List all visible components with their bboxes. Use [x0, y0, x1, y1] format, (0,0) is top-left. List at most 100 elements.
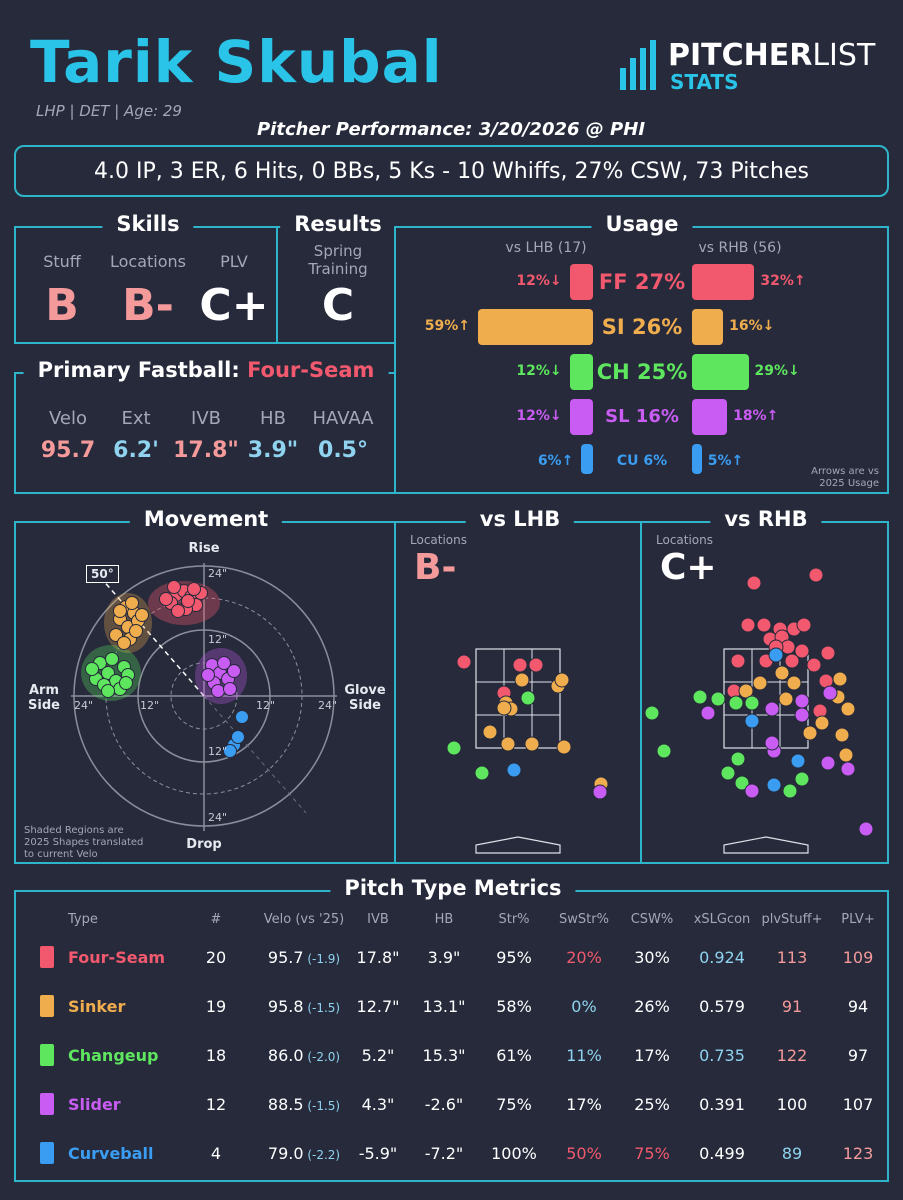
- movement-dot-changeup: [105, 652, 119, 666]
- metrics-count: 12: [205, 1095, 227, 1114]
- summary-box: 4.0 IP, 3 ER, 6 Hits, 0 BBs, 5 Ks - 10 W…: [14, 145, 889, 197]
- rhb-dot-slider: [700, 705, 716, 721]
- rhb-dot-slider: [794, 707, 810, 723]
- usage-pct-rhb-sinker: 16%↓: [729, 318, 775, 334]
- movement-dot-slider: [201, 668, 215, 682]
- drop-label: Drop: [186, 837, 222, 852]
- usage-bar-lhb-sinker: [478, 309, 593, 345]
- fastball-panel: Primary Fastball: Four-Seam Velo Ext IVB…: [14, 358, 396, 494]
- rhb-dot-changeup: [728, 695, 744, 711]
- metrics-hb: -7.2": [424, 1144, 464, 1163]
- rhb-dot-four_seam: [796, 617, 812, 633]
- metrics-hb: 13.1": [422, 997, 466, 1016]
- movement-plot: [71, 563, 337, 831]
- ring-label-right-12: 12": [256, 699, 276, 712]
- hb-value: 3.9": [247, 438, 299, 463]
- metrics-type: Four-Seam: [68, 948, 166, 967]
- fastball-title-label: Primary Fastball:: [37, 358, 240, 382]
- metrics-velo: 86.0 (-2.0): [268, 1046, 340, 1065]
- movement-title: Movement: [129, 507, 283, 531]
- metrics-plv: 94: [847, 997, 869, 1016]
- rhb-dot-slider: [794, 693, 810, 709]
- metrics-swatch-sinker: [40, 995, 54, 1017]
- skills-panel: Skills Stuff Locations PLV B B- C+: [14, 212, 278, 344]
- metrics-hb: -2.6": [424, 1095, 464, 1114]
- usage-bar-lhb-four_seam: [569, 264, 593, 300]
- rhb-dot-four_seam: [756, 617, 772, 633]
- metrics-csw: 26%: [634, 997, 670, 1016]
- metrics-swatch-changeup: [40, 1044, 54, 1066]
- usage-pct-lhb-four_seam: 12%↓: [516, 273, 562, 289]
- ring-label-top-12: 12": [208, 633, 228, 646]
- skills-title: Skills: [102, 212, 194, 236]
- movement-dot-changeup: [119, 676, 133, 690]
- lhb-dot-sinker: [514, 672, 530, 688]
- locations-grade: B-: [122, 280, 174, 331]
- rhb-dot-curveball: [744, 713, 760, 729]
- lhb-dot-sinker: [482, 724, 498, 740]
- metrics-swstr: 17%: [566, 1095, 602, 1114]
- metrics-stuff: 89: [781, 1144, 803, 1163]
- metrics-header: Type: [68, 912, 98, 927]
- rhb-dot-curveball: [766, 777, 782, 793]
- metrics-plv: 109: [842, 948, 874, 967]
- metrics-velo-value: 95.7: [267, 948, 304, 967]
- ring-label-bottom-12: 12": [208, 745, 228, 758]
- metrics-stuff: 100: [776, 1095, 808, 1114]
- arm-angle-label: 50°: [86, 565, 119, 583]
- metrics-velo-value: 86.0: [267, 1046, 304, 1065]
- rhb-dot-changeup: [720, 765, 736, 781]
- rhb-dot-four_seam: [806, 657, 822, 673]
- metrics-str: 58%: [496, 997, 532, 1016]
- rhb-dot-changeup: [644, 705, 660, 721]
- movement-dot-four_seam: [187, 582, 201, 596]
- metrics-header: SwStr%: [559, 912, 609, 927]
- rhb-dot-sinker: [778, 691, 794, 707]
- rhb-dot-slider: [764, 701, 780, 717]
- rhb-dot-sinker: [738, 683, 754, 699]
- vs-rhb-locations-label: Locations: [656, 533, 714, 547]
- pitcherlist-logo: PITCHERLIST STATS: [618, 38, 883, 96]
- usage-panel: Usage vs LHB (17) vs RHB (56) Arrows are…: [394, 212, 889, 494]
- usage-note: Arrows are vs 2025 Usage: [811, 466, 879, 489]
- metrics-csw: 30%: [634, 948, 670, 967]
- usage-rhb-label: vs RHB (56): [698, 240, 782, 256]
- fastball-title: Primary Fastball: Four-Seam: [23, 358, 389, 382]
- metrics-count: 18: [205, 1046, 227, 1065]
- rhb-dot-sinker: [832, 671, 848, 687]
- metrics-ivb: 12.7": [356, 997, 400, 1016]
- rhb-dot-four_seam: [730, 653, 746, 669]
- hb-label: HB: [260, 408, 286, 429]
- vs-lhb-grade: B-: [414, 547, 457, 588]
- lhb-dot-sinker: [496, 700, 512, 716]
- usage-bar-lhb-changeup: [569, 354, 593, 390]
- rhb-dot-four_seam: [808, 567, 824, 583]
- metrics-type: Changeup: [68, 1046, 159, 1065]
- ring-label-bottom-24: 24": [208, 811, 228, 824]
- metrics-header: IVB: [367, 912, 389, 927]
- results-grade: C: [321, 280, 355, 331]
- metrics-str: 75%: [496, 1095, 532, 1114]
- metrics-swatch-four_seam: [40, 946, 54, 968]
- vs-lhb-locations-label: Locations: [410, 533, 468, 547]
- ivb-value: 17.8": [173, 438, 239, 463]
- rhb-dot-four_seam: [740, 617, 756, 633]
- home-plate: [475, 836, 561, 854]
- rhb-dot-changeup: [794, 771, 810, 787]
- movement-dot-sinker: [113, 604, 127, 618]
- rhb-dot-sinker: [840, 701, 856, 717]
- usage-pct-lhb-curveball: 6%↑: [537, 453, 574, 469]
- usage-label-changeup: CH 25%: [596, 359, 688, 384]
- rhb-dot-curveball: [768, 647, 784, 663]
- movement-dot-slider: [223, 682, 237, 696]
- movement-dot-slider: [211, 684, 225, 698]
- vs-lhb-location-plot: [446, 648, 609, 854]
- metrics-header: #: [210, 912, 222, 927]
- metrics-plv: 97: [847, 1046, 869, 1065]
- usage-bar-rhb-four_seam: [692, 264, 755, 300]
- lhb-dot-changeup: [474, 765, 490, 781]
- metrics-header: CSW%: [630, 912, 674, 927]
- movement-dot-sinker: [135, 608, 149, 622]
- movement-dot-curveball: [231, 730, 245, 744]
- metrics-velo: 79.0 (-2.2): [268, 1144, 340, 1163]
